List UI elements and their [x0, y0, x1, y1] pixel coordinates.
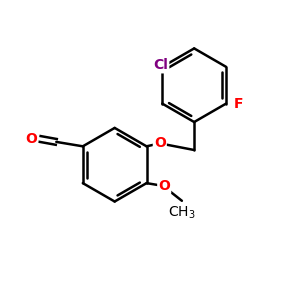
Text: O: O: [158, 179, 170, 193]
Text: O: O: [154, 136, 166, 150]
Text: O: O: [25, 132, 37, 146]
Text: CH$_3$: CH$_3$: [168, 204, 196, 221]
Text: F: F: [233, 97, 243, 111]
Text: Cl: Cl: [153, 58, 168, 72]
